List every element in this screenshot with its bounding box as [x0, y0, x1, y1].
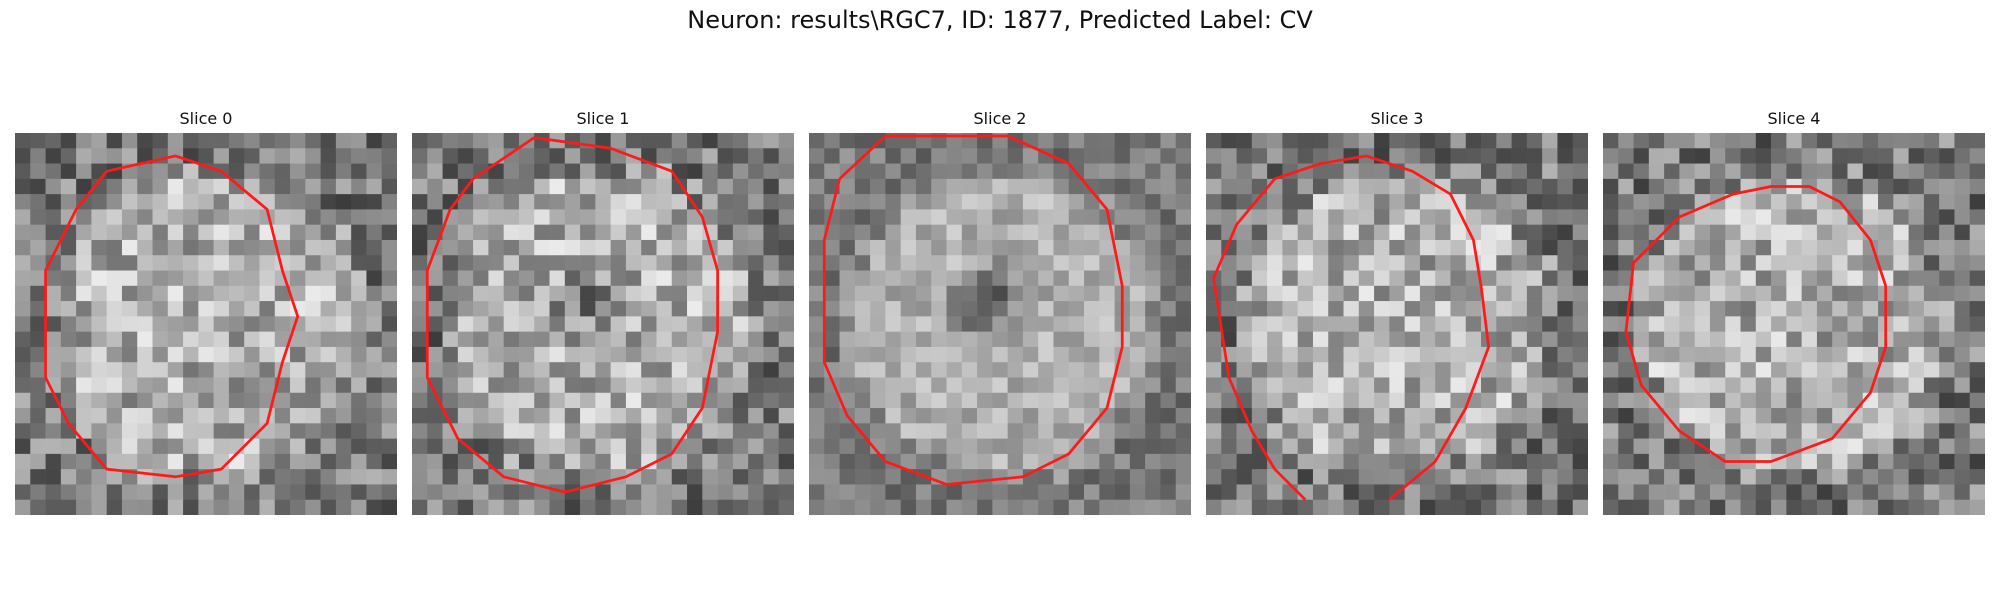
slice-title-0: Slice 0 [179, 109, 233, 128]
contour-line [1212, 154, 1491, 501]
contour-line [1624, 185, 1888, 463]
slice-title-2: Slice 2 [973, 109, 1027, 128]
slice-image-1 [412, 133, 794, 515]
slice-title-4: Slice 4 [1767, 109, 1821, 128]
slice-panel-3: Slice 3 [1206, 105, 1588, 515]
contour-line [425, 136, 719, 494]
slice-title-1: Slice 1 [576, 109, 630, 128]
slice-image-4 [1603, 133, 1985, 515]
slice-image-2 [809, 133, 1191, 515]
slice-panel-2: Slice 2 [809, 105, 1191, 515]
slice-image-0 [15, 133, 397, 515]
figure-title: Neuron: results\RGC7, ID: 1877, Predicte… [687, 6, 1313, 34]
slice-panel-0: Slice 0 [15, 105, 397, 515]
slice-panel-4: Slice 4 [1603, 105, 1985, 515]
contour-line [822, 134, 1124, 486]
slice-title-3: Slice 3 [1370, 109, 1424, 128]
slice-image-3 [1206, 133, 1588, 515]
contour-line [44, 154, 300, 479]
slice-panel-1: Slice 1 [412, 105, 794, 515]
